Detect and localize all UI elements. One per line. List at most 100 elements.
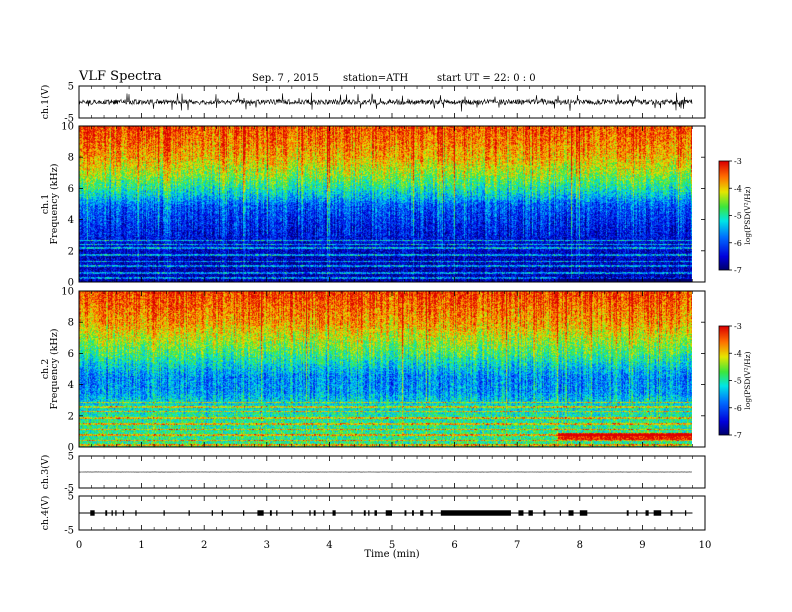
y-tick-label: 6	[68, 184, 74, 195]
pulse-mark	[269, 510, 272, 516]
y-tick-label: 6	[68, 349, 74, 360]
pulse-mark	[323, 510, 325, 516]
pulse-mark	[115, 510, 117, 516]
pulse-mark	[385, 510, 392, 516]
y-tick-label: 2	[68, 411, 74, 422]
y-tick-label: 10	[61, 287, 74, 298]
pulse-mark	[420, 510, 424, 516]
y-axis-label: Frequency (kHz)	[49, 329, 60, 410]
x-tick-label: 6	[451, 540, 457, 551]
channel-label: ch.2	[40, 359, 51, 380]
pulse-mark	[363, 510, 366, 516]
pulse-mark	[163, 510, 165, 516]
pulse-mark	[528, 510, 533, 516]
pulse-mark	[404, 510, 407, 516]
pulse-mark	[412, 510, 414, 516]
colorbar-tick-label: -6	[734, 239, 742, 248]
y-axis-label: ch.1(V)	[40, 85, 51, 120]
colorbar-label: log(PSD(V²/Hz)	[743, 351, 752, 409]
pulse-mark	[111, 510, 113, 516]
pulse-mark	[276, 510, 278, 516]
y-tick-label: 5	[68, 82, 74, 93]
date-label: Sep. 7 , 2015	[252, 73, 319, 84]
y-tick-label: 8	[68, 153, 74, 164]
pulse-mark	[645, 510, 649, 516]
x-axis-label: Time (min)	[364, 549, 419, 560]
y-axis-label: ch.4(V)	[40, 496, 51, 531]
y-tick-label: 2	[68, 246, 74, 257]
pulse-mark	[374, 510, 377, 516]
x-tick-label: 10	[699, 540, 712, 551]
pulse-mark	[653, 510, 662, 516]
spectrogram-heatmap	[79, 291, 692, 447]
y-tick-label: -5	[64, 114, 74, 125]
colorbar-tick-label: -5	[734, 212, 742, 221]
colorbar-label: log(PSD(V²/Hz)	[743, 186, 752, 244]
pulse-mark	[440, 510, 511, 516]
y-tick-label: 4	[68, 380, 74, 391]
colorbar-tick-label: -5	[734, 377, 742, 386]
pulse-mark	[568, 510, 574, 516]
x-tick-label: 0	[76, 540, 82, 551]
x-tick-label: 3	[264, 540, 270, 551]
colorbar	[719, 326, 729, 435]
pulse-mark	[684, 510, 687, 516]
pulse-mark	[90, 510, 95, 516]
pulse-mark	[543, 510, 546, 516]
pulse-mark	[430, 510, 433, 516]
x-tick-label: 8	[577, 540, 583, 551]
pulse-mark	[559, 510, 562, 516]
x-tick-label: 7	[514, 540, 520, 551]
x-tick-label: 5	[389, 540, 395, 551]
pulse-mark	[518, 510, 524, 516]
y-tick-label: -5	[64, 526, 74, 537]
x-tick-label: 4	[326, 540, 332, 551]
y-tick-label: 0	[68, 278, 74, 289]
pulse-mark	[332, 510, 336, 516]
colorbar-tick-label: -3	[734, 322, 742, 331]
pulse-mark	[626, 510, 629, 516]
pulse-mark	[291, 510, 294, 516]
pulse-mark	[211, 510, 213, 516]
y-tick-label: 4	[68, 215, 74, 226]
x-tick-label: 1	[138, 540, 144, 551]
pulse-mark	[135, 510, 137, 516]
colorbar-tick-label: -4	[734, 184, 742, 193]
spectrogram-heatmap	[79, 126, 692, 282]
pulse-mark	[670, 510, 673, 516]
pulse-mark	[579, 510, 588, 516]
colorbar	[719, 161, 729, 270]
colorbar-tick-label: -4	[734, 349, 742, 358]
y-tick-label: 5	[68, 492, 74, 503]
pulse-mark	[351, 510, 353, 516]
waveform-trace	[78, 92, 693, 112]
pulse-mark	[636, 510, 638, 516]
y-axis-label: ch.3(V)	[40, 455, 51, 490]
y-tick-label: 10	[61, 122, 74, 133]
pulse-mark	[368, 510, 370, 516]
start-time-label: start UT = 22: 0 : 0	[437, 73, 536, 84]
y-axis-label: Frequency (kHz)	[49, 164, 60, 245]
pulse-mark	[221, 510, 223, 516]
figure-title: VLF Spectra	[79, 69, 162, 84]
pulse-mark	[313, 510, 316, 516]
colorbar-tick-label: -7	[734, 431, 742, 440]
pulse-mark	[243, 510, 245, 516]
station-label: station=ATH	[343, 73, 409, 84]
y-tick-label: 8	[68, 318, 74, 329]
colorbar-tick-label: -7	[734, 266, 742, 275]
colorbar-tick-label: -6	[734, 404, 742, 413]
y-tick-label: -5	[64, 484, 74, 495]
x-tick-label: 2	[201, 540, 207, 551]
pulse-mark	[105, 510, 108, 516]
y-tick-label: 0	[68, 443, 74, 454]
pulse-mark	[122, 510, 125, 516]
channel-label: ch.1	[40, 194, 51, 215]
y-tick-label: 5	[68, 452, 74, 463]
pulse-mark	[309, 510, 311, 516]
colorbar-tick-label: -3	[734, 157, 742, 166]
pulse-mark	[188, 510, 190, 516]
x-tick-label: 9	[639, 540, 645, 551]
pulse-mark	[257, 510, 264, 516]
